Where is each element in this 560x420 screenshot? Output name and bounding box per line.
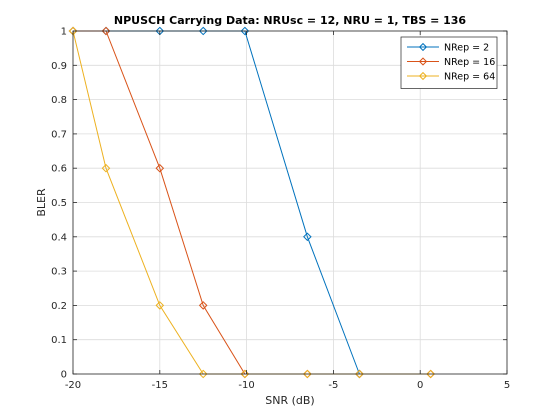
legend-label: NRep = 16	[444, 57, 495, 68]
legend-label: NRep = 2	[444, 43, 489, 54]
data-point	[198, 369, 208, 379]
data-point	[303, 369, 312, 379]
data-point	[101, 163, 111, 173]
data-point	[155, 163, 165, 173]
x-axis-label: SNR (dB)	[265, 394, 314, 407]
legend-item: NRep = 64	[407, 72, 495, 83]
chart-title: NPUSCH Carrying Data: NRUsc = 12, NRU = …	[114, 14, 467, 27]
data-point	[355, 369, 364, 379]
legend-label: NRep = 64	[444, 72, 495, 83]
y-tick-label: 1	[61, 27, 67, 38]
x-tick-label: 5	[504, 380, 510, 391]
data-point	[240, 369, 250, 379]
x-tick-label: -5	[328, 380, 338, 391]
legend-item: NRep = 2	[407, 43, 489, 54]
y-tick-label: 0.9	[51, 61, 67, 72]
data-point	[198, 26, 208, 36]
data-point	[155, 301, 165, 310]
legend-item: NRep = 16	[407, 57, 495, 68]
x-tick-label: 0	[417, 380, 423, 391]
y-tick-label: 0.6	[51, 164, 67, 175]
legend: NRep = 2 NRep = 16 NRep = 64	[400, 36, 498, 89]
y-tick-label: 0.7	[51, 129, 67, 140]
legend-marker	[418, 71, 428, 81]
y-tick-label: 0.2	[51, 301, 67, 312]
data-point	[303, 232, 312, 242]
y-tick-label: 0.8	[51, 95, 67, 106]
legend-marker	[418, 57, 428, 66]
legend-marker	[418, 42, 428, 52]
x-tick-label: -10	[238, 380, 254, 391]
y-tick-label: 0.5	[51, 198, 67, 209]
y-tick-label: 0.1	[51, 335, 67, 346]
y-axis-label: BLER	[35, 188, 48, 217]
data-point	[101, 26, 111, 36]
y-tick-label: 0.4	[51, 232, 67, 243]
data-point	[240, 26, 250, 36]
x-tick-label: -20	[65, 380, 81, 391]
data-point	[198, 301, 208, 310]
y-tick-label: 0.3	[51, 267, 67, 278]
x-tick-label: -15	[152, 380, 168, 391]
legend-box	[400, 36, 498, 89]
axis-ticks: -20 -15 -10 -5 0 5 0 0.1 0.2 0.3 0.4 0.5 0.6 0.7 0.8 0.…	[51, 27, 510, 392]
data-point	[426, 369, 435, 379]
y-tick-label: 0	[61, 370, 67, 381]
